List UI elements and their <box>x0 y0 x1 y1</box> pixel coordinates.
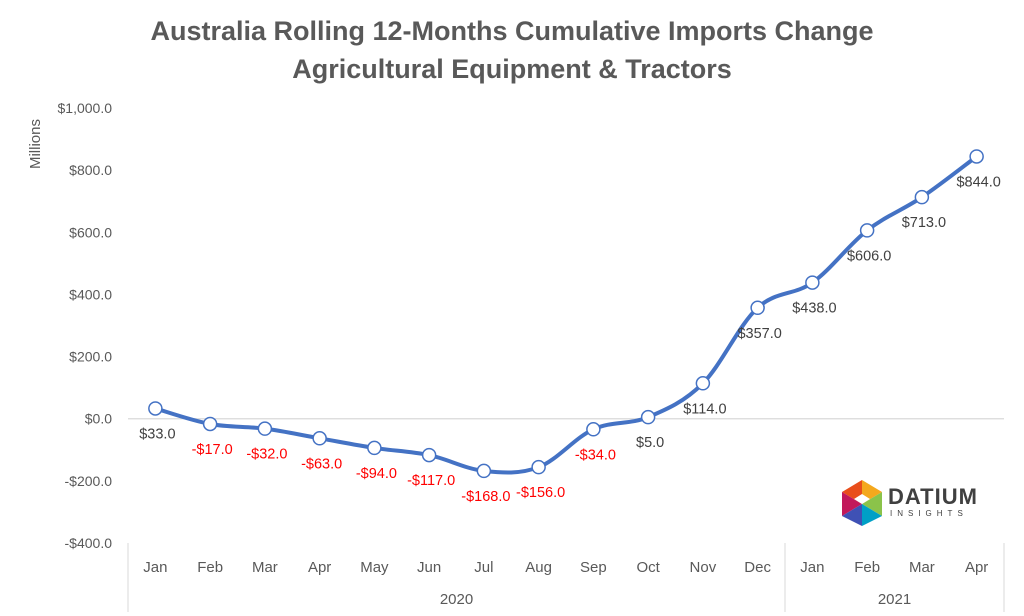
data-point-marker <box>312 431 327 446</box>
data-label: $438.0 <box>792 301 836 317</box>
y-tick-label: $400.0 <box>69 286 112 302</box>
data-point-marker <box>476 463 492 479</box>
x-tick-label: Dec <box>744 559 771 576</box>
x-tick-label: Jun <box>417 559 441 576</box>
data-point-marker <box>805 275 820 290</box>
x-tick-label: Sep <box>580 559 607 576</box>
year-group-label: 2021 <box>878 591 911 608</box>
x-tick-label: Nov <box>690 559 717 576</box>
chart-title-line2: Agricultural Equipment & Tractors <box>292 54 732 84</box>
data-label: -$94.0 <box>356 466 397 482</box>
data-point-marker <box>750 300 765 316</box>
y-tick-label: -$400.0 <box>65 535 113 551</box>
data-point-marker <box>914 189 930 205</box>
data-point-marker <box>531 459 546 475</box>
data-label: $5.0 <box>636 435 664 451</box>
y-axis-label: Millions <box>27 119 44 169</box>
data-label: -$63.0 <box>301 456 342 472</box>
x-tick-label: Feb <box>854 559 880 576</box>
data-label: -$117.0 <box>407 473 455 489</box>
y-tick-label: $1,000.0 <box>58 100 113 116</box>
y-tick-label: $600.0 <box>69 224 112 240</box>
data-point-marker <box>640 409 656 425</box>
x-tick-label: Mar <box>252 559 278 576</box>
data-point-marker <box>586 422 601 437</box>
y-tick-label: $0.0 <box>85 411 112 427</box>
data-point-marker <box>202 416 218 432</box>
data-label: -$168.0 <box>461 489 510 505</box>
x-tick-label: Jul <box>474 559 493 576</box>
data-point-marker <box>695 376 711 391</box>
data-label: -$156.0 <box>516 485 565 501</box>
x-tick-label: May <box>360 559 389 576</box>
data-point-marker <box>421 447 437 463</box>
data-label: -$34.0 <box>575 447 616 463</box>
data-point-marker <box>367 440 382 456</box>
x-tick-label: Apr <box>965 559 988 576</box>
y-tick-label: $800.0 <box>69 162 112 178</box>
logo-word: DATIUM <box>888 484 978 509</box>
x-tick-label: Oct <box>636 559 660 576</box>
chart-title-line1: Australia Rolling 12-Months Cumulative I… <box>150 16 874 46</box>
data-point-marker <box>148 401 163 416</box>
data-point-marker <box>257 421 273 436</box>
x-tick-label: Apr <box>308 559 331 576</box>
data-label: $114.0 <box>683 401 726 417</box>
data-point-marker <box>859 223 875 238</box>
y-tick-label: $200.0 <box>69 349 112 365</box>
data-label: -$32.0 <box>246 447 287 463</box>
x-tick-label: Feb <box>197 559 223 576</box>
x-tick-label: Jan <box>143 559 167 576</box>
x-tick-label: Aug <box>525 559 552 576</box>
data-label: $606.0 <box>847 248 891 264</box>
series-line <box>154 154 978 475</box>
data-label: $713.0 <box>902 215 946 231</box>
logo-subtext: INSIGHTS <box>890 509 968 518</box>
data-point-marker <box>969 149 984 164</box>
x-tick-label: Mar <box>909 559 935 576</box>
data-label: $33.0 <box>139 426 175 442</box>
year-group-label: 2020 <box>440 591 473 608</box>
data-label: -$17.0 <box>192 442 233 458</box>
datium-logo: DATIUM INSIGHTS <box>840 478 1010 528</box>
data-label: $357.0 <box>737 326 781 342</box>
x-tick-label: Jan <box>800 559 824 576</box>
data-label: $844.0 <box>956 174 1000 190</box>
y-tick-label: -$200.0 <box>65 473 113 489</box>
datium-logo-icon <box>842 480 882 526</box>
